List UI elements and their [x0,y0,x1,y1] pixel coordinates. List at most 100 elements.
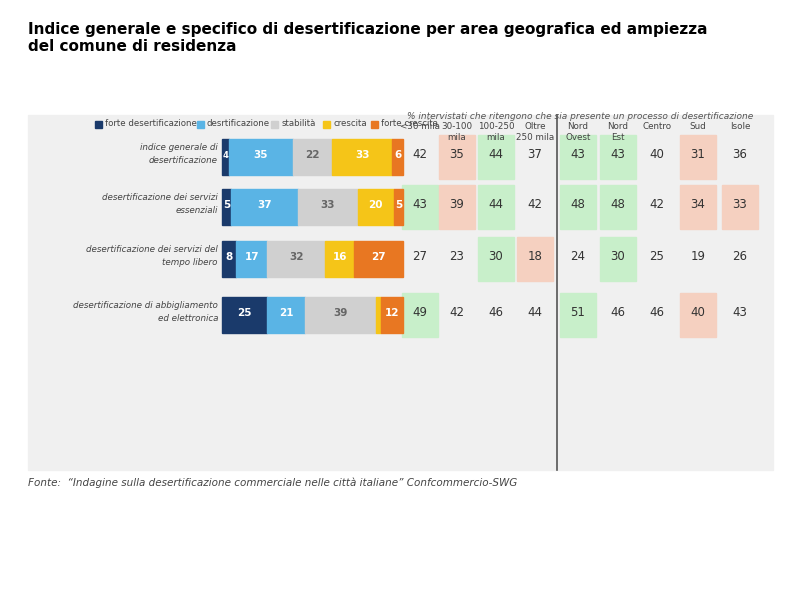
Bar [680,185,716,229]
Bar [267,241,325,277]
Bar [298,189,358,225]
Text: 27: 27 [413,251,427,263]
Text: 30: 30 [610,251,626,263]
Bar [271,121,278,127]
Bar [560,185,596,229]
Text: 35: 35 [450,148,464,161]
Bar [376,297,382,333]
Text: 44: 44 [489,148,503,161]
Text: 34: 34 [690,199,706,211]
Bar [230,139,293,175]
Text: stabilità: stabilità [282,119,316,128]
Text: 33: 33 [321,200,335,210]
Text: 51: 51 [570,307,586,319]
Text: Nord
Est: Nord Est [607,122,629,142]
Bar [371,121,378,127]
Text: 48: 48 [570,199,586,211]
Text: 43: 43 [610,148,626,161]
Bar [680,293,716,337]
Text: 5: 5 [223,200,230,210]
Text: 40: 40 [690,307,706,319]
Text: Centro: Centro [642,122,671,131]
Text: forte desertificazione: forte desertificazione [105,119,197,128]
Bar [237,241,267,277]
Bar [600,185,636,229]
Bar [439,185,475,229]
Text: 42: 42 [650,199,665,211]
Text: 48: 48 [610,199,626,211]
Bar [333,139,392,175]
Text: Fonte:  “Indagine sulla desertificazione commerciale nelle città italiane” Confc: Fonte: “Indagine sulla desertificazione … [28,478,518,488]
Bar [439,135,475,179]
Text: desertificazione di abbigliamento
ed elettronica: desertificazione di abbigliamento ed ele… [73,301,218,323]
Bar [722,185,758,229]
Text: 43: 43 [733,307,747,319]
Text: desertificazione dei servizi
essenziali: desertificazione dei servizi essenziali [102,193,218,215]
Bar [517,237,553,281]
Bar [267,297,306,333]
Text: 32: 32 [289,252,303,262]
Text: Nord
Ovest: Nord Ovest [566,122,590,142]
Bar [197,121,204,127]
Bar [680,135,716,179]
Bar [95,121,102,127]
Text: 44: 44 [489,199,503,211]
Bar [222,139,230,175]
Text: Sud: Sud [690,122,706,131]
Bar [231,189,298,225]
Bar [222,241,237,277]
Bar [222,189,231,225]
Bar [293,139,333,175]
Text: 42: 42 [413,148,427,161]
Text: 22: 22 [306,150,320,160]
Text: indice generale di
desertificazione: indice generale di desertificazione [140,143,218,164]
Text: desertificazione dei servizi del
tempo libero: desertificazione dei servizi del tempo l… [86,245,218,266]
Text: 20: 20 [369,200,383,210]
Text: 46: 46 [610,307,626,319]
Text: crescita: crescita [333,119,366,128]
Text: 19: 19 [690,251,706,263]
Bar [478,185,514,229]
Bar [402,185,438,229]
Bar [478,237,514,281]
Bar [358,189,394,225]
Text: 18: 18 [527,251,542,263]
Text: 39: 39 [334,308,348,318]
Text: 25: 25 [650,251,665,263]
Bar [402,293,438,337]
Bar [323,121,330,127]
Text: 16: 16 [333,252,347,262]
Text: 23: 23 [450,251,465,263]
Text: % intervistati che ritengono che sia presente un processo di desertificazione: % intervistati che ritengono che sia pre… [407,112,753,121]
Text: 33: 33 [355,150,370,160]
Text: 40: 40 [650,148,665,161]
Bar [382,297,403,333]
Text: forte crescita: forte crescita [381,119,438,128]
Text: 30-100
mila: 30-100 mila [442,122,473,142]
Text: 27: 27 [371,252,386,262]
Bar [306,297,376,333]
Text: Indice generale e specifico di desertificazione per area geografica ed ampiezza: Indice generale e specifico di desertifi… [28,22,707,37]
Text: 43: 43 [413,199,427,211]
Text: 100-250
mila: 100-250 mila [478,122,514,142]
Bar [394,189,403,225]
Text: 26: 26 [733,251,747,263]
Bar [600,237,636,281]
Text: 46: 46 [650,307,665,319]
Text: 5: 5 [395,200,402,210]
Text: <30 mila: <30 mila [400,122,440,131]
Bar [560,293,596,337]
Text: 8: 8 [226,252,233,262]
Text: 39: 39 [450,199,465,211]
Text: 6: 6 [394,150,401,160]
Text: 49: 49 [413,307,427,319]
Bar [28,115,773,470]
Text: 42: 42 [450,307,465,319]
Text: 43: 43 [570,148,586,161]
Text: 12: 12 [385,308,399,318]
Text: Oltre
250 mila: Oltre 250 mila [516,122,554,142]
Text: 30: 30 [489,251,503,263]
Text: 4: 4 [222,151,229,160]
Bar [478,135,514,179]
Bar [560,135,596,179]
